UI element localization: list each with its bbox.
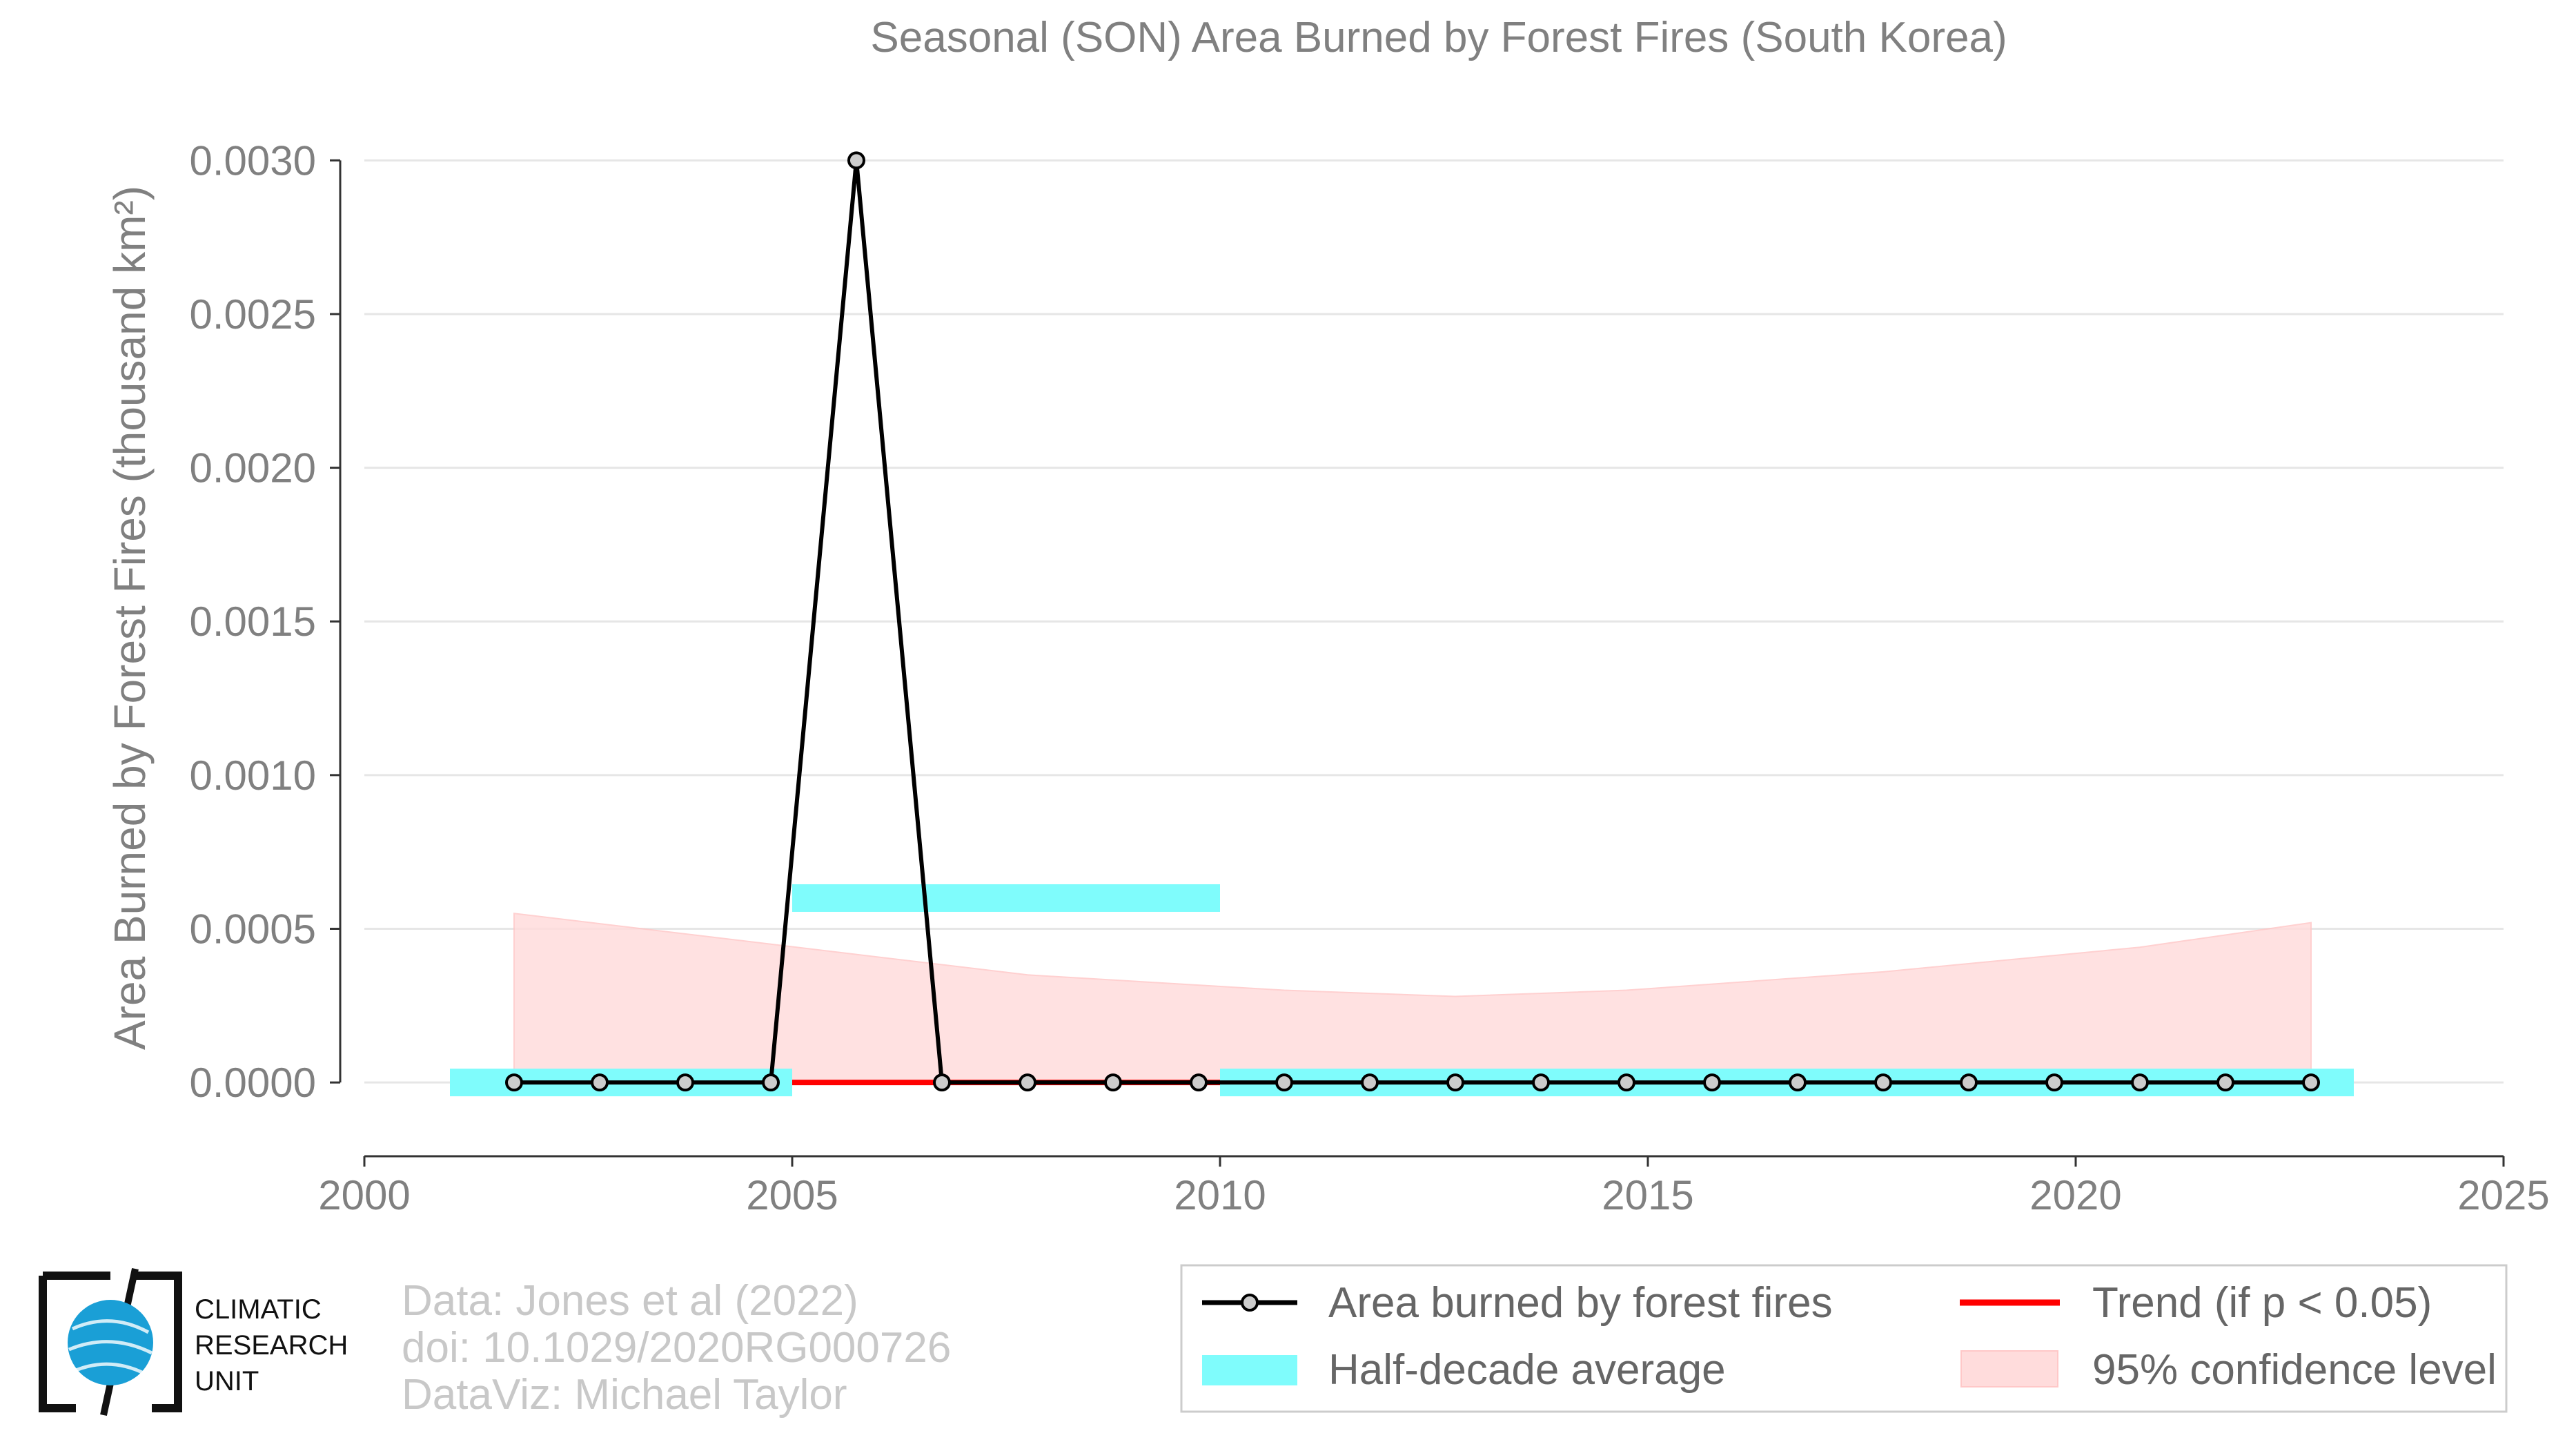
legend-label-line: Area burned by forest fires <box>1328 1279 1833 1327</box>
legend-label-ci: 95% confidence level <box>2092 1346 2497 1394</box>
legend-label-trend: Trend (if p < 0.05) <box>2092 1279 2432 1327</box>
grid-lines <box>364 159 2504 1084</box>
legend-item-trend: Trend (if p < 0.05) <box>1960 1279 2432 1327</box>
data-point <box>1275 1073 1293 1092</box>
x-tick-label: 2025 <box>2457 1172 2549 1218</box>
data-point <box>762 1073 780 1092</box>
y-axis-label: Area Burned by Forest Fires (thousand km… <box>105 186 155 1050</box>
y-tick-labels: 0.0000 0.0005 0.0010 0.0015 0.0020 0.0025 0.00… <box>189 137 316 1106</box>
credit-doi: doi: 10.1029/2020RG000726 <box>402 1324 951 1372</box>
data-point <box>847 151 865 170</box>
y-tick-label: 0.0000 <box>189 1060 316 1106</box>
half-decade-bar <box>792 884 1220 912</box>
cru-logo: CLIMATIC RESEARCH UNIT <box>39 1267 348 1416</box>
legend-item-ci: 95% confidence level <box>1960 1346 2497 1394</box>
x-tick-label: 2010 <box>1174 1172 1266 1218</box>
y-tick-label: 0.0025 <box>189 291 316 338</box>
axes <box>330 159 2505 1167</box>
data-point <box>1618 1073 1635 1092</box>
x-tick-labels: 2000 2005 2010 2015 2020 2025 <box>318 1172 2549 1218</box>
chart-title: Seasonal (SON) Area Burned by Forest Fir… <box>870 14 2007 61</box>
data-point <box>2045 1073 2063 1092</box>
legend: Area burned by forest fires Trend (if p … <box>1180 1264 2508 1413</box>
series-line <box>514 160 2311 1085</box>
data-point <box>2216 1073 2234 1092</box>
data-point <box>1874 1073 1892 1092</box>
legend-item-avg: Half-decade average <box>1202 1346 1726 1394</box>
credit-dataviz: DataViz: Michael Taylor <box>402 1371 847 1419</box>
data-point <box>2302 1073 2320 1092</box>
legend-item-line: Area burned by forest fires <box>1202 1279 1833 1327</box>
x-tick-label: 2005 <box>746 1172 838 1218</box>
y-tick-label: 0.0015 <box>189 598 316 645</box>
data-point <box>1190 1073 1208 1092</box>
data-point <box>1703 1073 1721 1092</box>
logo-line-3: UNIT <box>195 1366 259 1396</box>
credit-data: Data: Jones et al (2022) <box>402 1277 858 1325</box>
data-point <box>1446 1073 1464 1092</box>
data-series <box>505 151 2320 1092</box>
data-point <box>1104 1073 1122 1092</box>
data-point <box>505 1073 523 1092</box>
data-point <box>676 1073 694 1092</box>
data-point <box>1789 1073 1807 1092</box>
data-point <box>1532 1073 1550 1092</box>
data-point <box>2131 1073 2149 1092</box>
x-tick-label: 2000 <box>318 1172 410 1218</box>
data-point <box>1361 1073 1379 1092</box>
y-tick-label: 0.0005 <box>189 906 316 953</box>
data-point <box>933 1073 951 1092</box>
legend-box <box>1180 1264 2508 1413</box>
x-tick-label: 2015 <box>1602 1172 1693 1218</box>
legend-label-avg: Half-decade average <box>1328 1346 1726 1394</box>
logo-line-1: CLIMATIC <box>195 1294 322 1325</box>
logo-line-2: RESEARCH <box>195 1330 348 1361</box>
data-point <box>1019 1073 1036 1092</box>
y-tick-label: 0.0020 <box>189 445 316 491</box>
y-tick-label: 0.0010 <box>189 752 316 799</box>
y-tick-label: 0.0030 <box>189 137 316 184</box>
x-tick-label: 2020 <box>2029 1172 2121 1218</box>
data-point <box>591 1073 609 1092</box>
data-point <box>1960 1073 1978 1092</box>
